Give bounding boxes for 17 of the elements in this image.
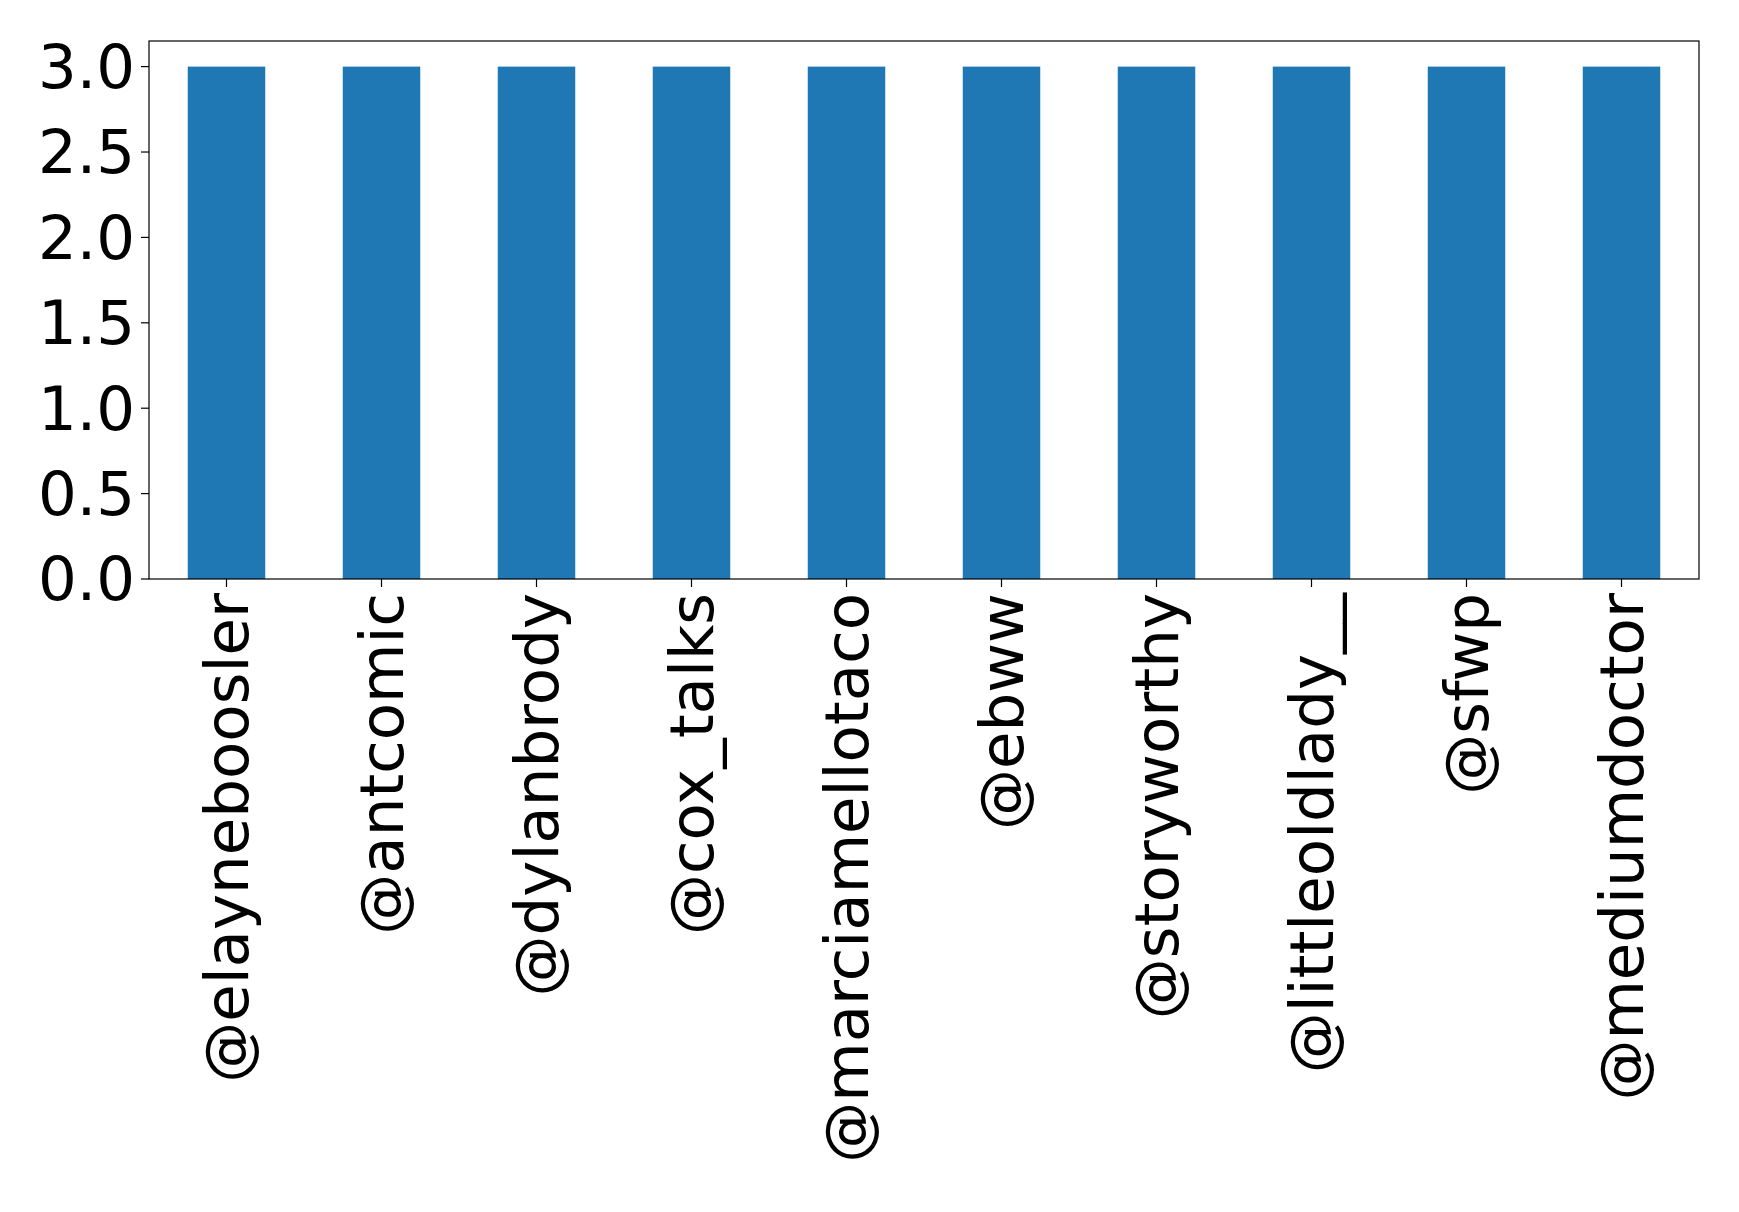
x-tick-label: @mediumdoctor [1585, 592, 1657, 1101]
x-tick-label: @elayneboosler [190, 592, 262, 1083]
x-tick-label: @marciamellotaco [810, 593, 882, 1163]
x-tick-label: @dylanbrody [500, 593, 572, 997]
y-tick-label: 0.0 [37, 543, 135, 615]
x-tick-label: @antcomic [345, 593, 417, 935]
y-tick-label: 1.5 [37, 287, 135, 359]
x-tick-label: @littleoldlady__ [1275, 591, 1347, 1074]
y-tick-label: 0.5 [37, 457, 135, 529]
y-tick-label: 2.5 [37, 116, 135, 188]
x-tick-label: @ebww [965, 593, 1037, 831]
y-tick-label: 3.0 [37, 30, 135, 102]
x-tick-label: @sfwp [1430, 593, 1502, 795]
x-tick-label: @cox_talks [655, 593, 727, 935]
y-tick-label: 2.0 [37, 201, 135, 273]
x-tick-label: @storyworthy [1120, 593, 1192, 1020]
y-tick-label: 1.0 [37, 372, 135, 444]
